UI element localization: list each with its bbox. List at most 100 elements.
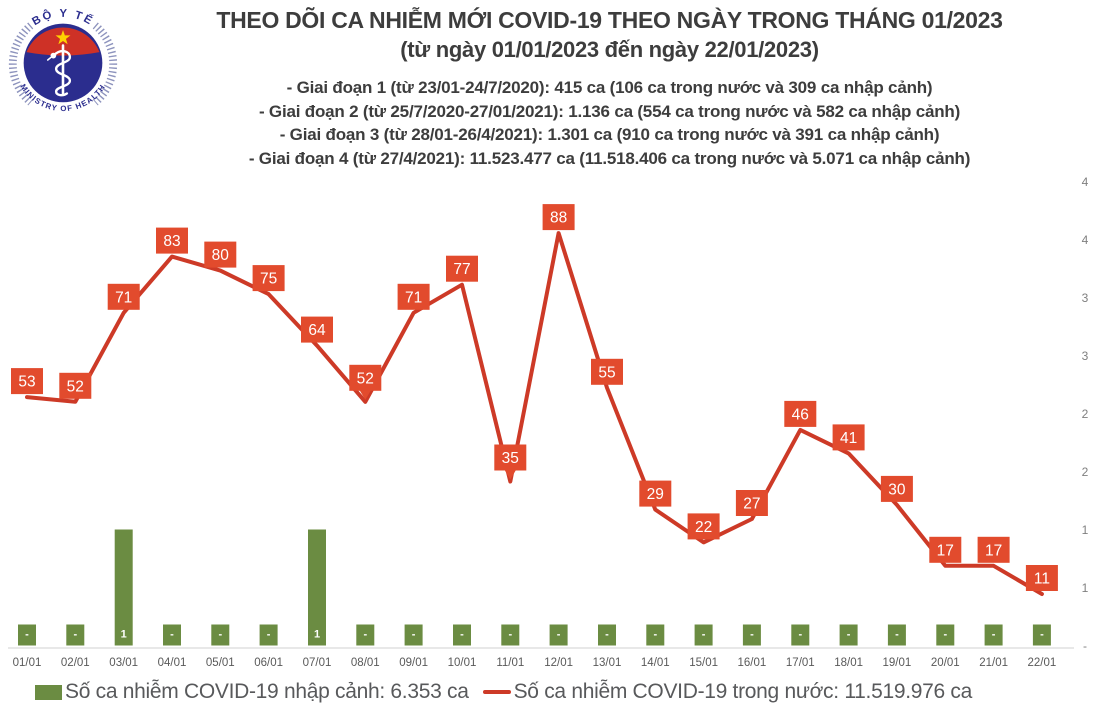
bar-22/01: [1032, 624, 1051, 646]
data-label-value: 64: [308, 322, 326, 339]
logo-asclepius-icon: [46, 44, 72, 97]
data-label-box: [591, 358, 623, 385]
legend-line-label: Số ca nhiễm COVID-19 trong nước: 11.519.…: [513, 680, 973, 703]
x-tick-label: 04/01: [158, 657, 187, 669]
logo-ring-left: [8, 22, 34, 106]
bar-value-label: -: [25, 629, 29, 641]
x-tick-label: 07/01: [303, 657, 332, 669]
bar-13/01: [598, 624, 616, 646]
data-label-box: [784, 400, 817, 427]
bar-06/01: [259, 624, 278, 646]
phase-line-4: - Giai đoạn 4 (từ 27/4/2021): 11.523.477…: [248, 148, 971, 168]
bar-14/01: [646, 624, 665, 646]
bar-17/01: [791, 624, 810, 646]
data-label-value: 52: [357, 370, 374, 387]
ministry-of-health-logo: BỘ Y TẾ MINISTRY OF HEALTH: [4, 0, 122, 122]
legend-line-swatch: [482, 689, 511, 695]
data-label-value: 22: [695, 519, 712, 536]
data-label-value: 88: [550, 210, 567, 227]
bar-value-label: -: [992, 629, 996, 641]
data-label-box: [301, 316, 333, 343]
data-label-box: [687, 513, 720, 540]
data-label-box: [880, 475, 913, 502]
x-tick-label: 17/01: [786, 657, 815, 669]
data-label-box: [349, 364, 382, 391]
chart-legend: Số ca nhiễm COVID-19 nhập cảnh: 6.353 ca…: [35, 678, 1094, 706]
bar-value-label: -: [702, 629, 706, 641]
data-label-value: 29: [647, 486, 664, 503]
data-label-value: 83: [163, 233, 180, 250]
page-subtitle: (từ ngày 01/01/2023 đến ngày 22/01/2023): [400, 37, 819, 62]
x-tick-label: 22/01: [1028, 657, 1057, 669]
bar-19/01: [887, 624, 906, 646]
data-label-value: 35: [502, 450, 519, 467]
data-label-value: 27: [743, 496, 760, 513]
x-tick-label: 06/01: [254, 657, 283, 669]
data-label-box: [542, 204, 575, 231]
data-label-pointer: [359, 389, 372, 400]
line-series: [25, 231, 1044, 596]
bar-value-label: -: [363, 629, 367, 641]
data-label-box: [735, 490, 768, 516]
bar-value-label: -: [605, 629, 609, 641]
data-label-value: 71: [405, 289, 422, 306]
data-label-box: [59, 372, 92, 399]
phase-line-1: - Giai đoạn 1 (từ 23/01-24/7/2020): 415 …: [286, 78, 933, 97]
data-label-value: 17: [937, 542, 954, 559]
data-label-value: 71: [115, 289, 132, 306]
x-tick-label: 20/01: [931, 657, 960, 669]
bar-16/01: [742, 624, 761, 646]
data-label-value: 30: [888, 481, 906, 498]
data-label-box: [832, 424, 865, 451]
bar-value-label: -: [508, 629, 512, 641]
bar-15/01: [694, 624, 713, 646]
x-tick-label: 01/01: [13, 657, 42, 669]
x-tick-label: 14/01: [641, 657, 670, 669]
data-label-value: 17: [985, 542, 1002, 559]
data-label-pointer: [504, 469, 517, 480]
bar-value-label: -: [218, 629, 222, 641]
data-label-box: [446, 255, 478, 282]
x-tick-label: 03/01: [109, 657, 138, 669]
x-tick-label: 19/01: [883, 657, 912, 669]
data-label-value: 46: [792, 406, 809, 423]
phase-line-2: - Giai đoạn 2 (từ 25/7/2020-27/01/2021):…: [258, 101, 961, 121]
bar-20/01: [936, 624, 955, 646]
right-axis-tick-label: 2: [1082, 465, 1089, 479]
right-axis-tick-label: 3: [1082, 349, 1089, 363]
data-label-value: 77: [453, 261, 470, 278]
x-tick-label: 16/01: [738, 657, 767, 669]
logo-star-icon: [55, 30, 71, 45]
x-tick-label: 02/01: [61, 657, 90, 669]
bar-value-label: -: [73, 629, 77, 641]
x-tick-label: 18/01: [834, 657, 863, 669]
bar-value-label: 1: [121, 629, 127, 641]
data-label-value: 41: [840, 430, 857, 447]
x-tick-label: 08/01: [351, 657, 380, 669]
data-label-box: [494, 444, 527, 471]
bar-05/01: [211, 624, 230, 646]
phase-summary-list: - Giai đoạn 1 (từ 23/01-24/7/2020): 415 …: [125, 76, 1094, 170]
bar-04/01: [163, 624, 181, 646]
bar-value-label: -: [460, 629, 464, 641]
bar-value-label: -: [895, 629, 899, 641]
x-tick-label: 13/01: [593, 657, 622, 669]
bar-value-label: -: [653, 629, 657, 641]
data-label-box: [977, 536, 1010, 563]
bar-07/01: [308, 529, 326, 646]
bar-value-label: -: [557, 629, 561, 641]
data-label-box: [11, 368, 43, 395]
x-tick-label: 21/01: [979, 657, 1008, 669]
data-label-value: 52: [67, 378, 84, 395]
data-label-value: 75: [260, 271, 277, 288]
right-axis-tick-label: 3: [1082, 291, 1089, 305]
bar-value-label: -: [847, 629, 851, 641]
right-axis-tick-label: 1: [1082, 581, 1089, 595]
data-label-value: 53: [18, 374, 35, 391]
logo-ring-right: [92, 22, 118, 106]
right-axis-tick-label: 4: [1082, 233, 1089, 247]
data-label-box: [204, 241, 237, 268]
